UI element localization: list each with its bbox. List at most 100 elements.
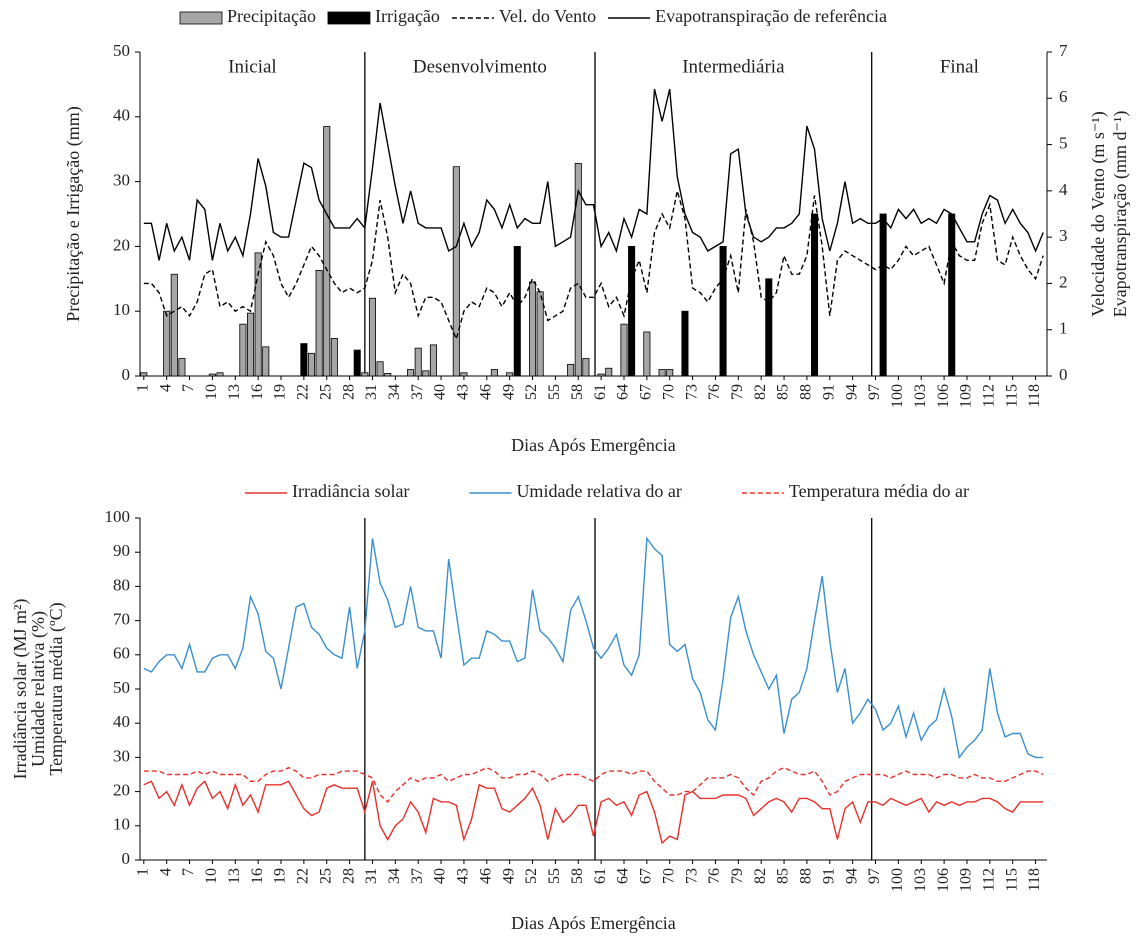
x-tick-label: 94: [843, 868, 860, 884]
x-tick-label: 58: [569, 384, 586, 400]
x-tick-label: 109: [958, 868, 975, 892]
bar: [765, 278, 773, 377]
bar: [460, 372, 468, 377]
bar: [414, 347, 422, 377]
x-tick-label: 91: [820, 868, 837, 884]
x-tick-label: 100: [889, 384, 906, 408]
x-tick-label: 40: [432, 384, 449, 400]
bar: [879, 213, 887, 377]
x-tick-label: 73: [683, 384, 700, 400]
x-tick-label: 112: [981, 384, 998, 407]
y-tick-label: 50: [113, 41, 130, 60]
bar: [719, 245, 727, 377]
x-tick-label: 94: [843, 384, 860, 400]
y-axis-title: Precipitação e Irrigação (mm): [63, 106, 84, 321]
x-tick-label: 88: [798, 868, 815, 884]
x-tick-label: 82: [752, 384, 769, 400]
y-tick-label: 10: [113, 815, 130, 834]
x-tick-label: 4: [157, 868, 174, 876]
x-tick-label: 79: [729, 384, 746, 400]
x-tick-label: 82: [752, 868, 769, 884]
series-line: [143, 190, 1044, 342]
x-tick-label: 43: [455, 384, 472, 400]
y-tick-label: 40: [113, 712, 130, 731]
y2-tick-label: 7: [1059, 41, 1068, 60]
y-tick-label: 70: [113, 610, 130, 629]
x-tick-label: 1: [134, 868, 151, 876]
y-axis-title: Temperatura média (ºC): [46, 602, 67, 775]
x-axis-title: Dias Após Emergência: [511, 913, 676, 933]
bar: [574, 163, 582, 377]
x-tick-label: 31: [363, 384, 380, 400]
bar: [513, 245, 521, 377]
legend-swatch: [327, 11, 371, 25]
legend-label: Precipitação: [227, 6, 316, 26]
x-tick-label: 67: [638, 384, 655, 400]
y-axis-title: Irradiância solar (MJ m²): [10, 599, 31, 780]
y-tick-label: 30: [113, 746, 130, 765]
x-tick-label: 22: [295, 384, 312, 400]
x-tick-label: 88: [798, 384, 815, 400]
bar: [178, 358, 186, 377]
bar: [422, 370, 430, 377]
x-tick-label: 97: [866, 384, 883, 400]
x-tick-label: 118: [1026, 868, 1043, 891]
y-tick-label: 10: [113, 300, 130, 319]
x-tick-label: 52: [523, 868, 540, 884]
x-tick-label: 103: [912, 868, 929, 892]
bar: [490, 369, 498, 377]
legend-label: Temperatura média do ar: [789, 481, 969, 501]
x-tick-label: 28: [340, 384, 357, 400]
x-tick-label: 25: [317, 384, 334, 400]
x-tick-label: 13: [226, 868, 243, 884]
legend-label: Irradiância solar: [292, 481, 409, 501]
y-tick-label: 50: [113, 678, 130, 697]
bar: [536, 291, 544, 377]
x-tick-label: 4: [157, 384, 174, 392]
series-line: [143, 88, 1044, 261]
y-tick-label: 40: [113, 106, 130, 125]
y-axis-title: Umidade relativa (%): [28, 611, 49, 767]
x-tick-label: 112: [981, 868, 998, 891]
y2-axis-title: Evapotranspiração (mm d⁻¹): [1110, 111, 1131, 318]
y-tick-label: 0: [122, 365, 131, 384]
y2-tick-label: 4: [1059, 180, 1068, 199]
y2-tick-label: 0: [1059, 365, 1068, 384]
x-tick-label: 73: [683, 868, 700, 884]
bar: [315, 269, 323, 377]
y2-tick-label: 6: [1059, 87, 1068, 106]
bar: [140, 372, 148, 377]
legend-swatch: [179, 11, 223, 25]
x-tick-label: 10: [203, 868, 220, 884]
x-tick-label: 67: [638, 868, 655, 884]
y-tick-label: 80: [113, 575, 130, 594]
bar: [452, 166, 460, 377]
bar: [529, 281, 537, 377]
y-tick-label: 30: [113, 171, 130, 190]
y2-tick-label: 1: [1059, 319, 1068, 338]
y-tick-label: 20: [113, 235, 130, 254]
x-tick-label: 118: [1026, 384, 1043, 407]
x-tick-label: 76: [706, 384, 723, 400]
bar: [429, 344, 437, 377]
y2-tick-label: 2: [1059, 272, 1068, 291]
bar: [567, 363, 575, 377]
bar: [353, 349, 361, 377]
x-tick-label: 10: [203, 384, 220, 400]
legend-label: Umidade relativa do ar: [516, 481, 681, 501]
bar: [643, 331, 651, 377]
x-tick-label: 43: [455, 868, 472, 884]
bar: [597, 373, 605, 377]
phase-label: Intermediária: [682, 56, 785, 77]
x-tick-label: 85: [775, 868, 792, 884]
bar: [216, 372, 224, 377]
y-tick-label: 90: [113, 541, 130, 560]
legend-label: Irrigação: [375, 6, 440, 26]
bar: [330, 338, 338, 377]
x-tick-label: 16: [249, 868, 266, 884]
y-tick-label: 60: [113, 644, 130, 663]
x-tick-label: 76: [706, 868, 723, 884]
x-tick-label: 106: [935, 384, 952, 408]
y-tick-label: 0: [122, 849, 131, 868]
